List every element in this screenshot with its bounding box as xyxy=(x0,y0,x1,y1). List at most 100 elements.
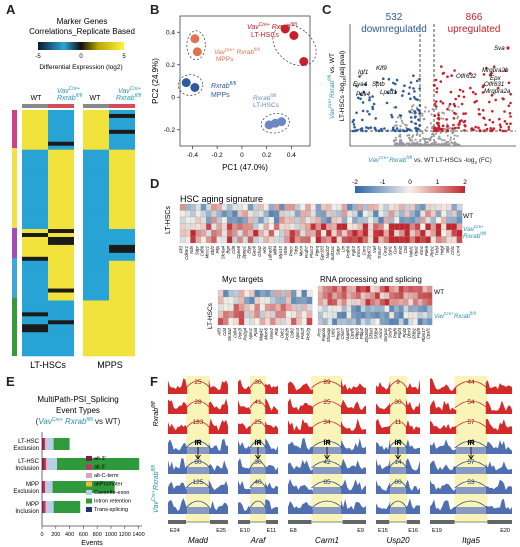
coverage-track xyxy=(376,402,391,414)
volcano-point xyxy=(419,117,422,120)
cluster-ellipse xyxy=(272,24,317,67)
junction-count: 25 xyxy=(323,399,331,406)
coverage-track xyxy=(168,482,188,494)
intron-retention-coverage xyxy=(390,467,406,474)
heatmap-cell xyxy=(185,216,191,224)
stacked-bar-segment xyxy=(53,501,81,513)
heatmap-cell xyxy=(280,296,287,305)
heatmap-cell xyxy=(404,229,411,237)
coverage-track xyxy=(208,418,228,434)
exon-box xyxy=(210,520,228,524)
gene-label: Cd86 xyxy=(200,245,205,256)
heatmap-cell xyxy=(341,203,348,211)
heatmap-cell xyxy=(367,216,374,224)
heatmap-cell xyxy=(389,285,395,293)
heatmap-cell xyxy=(362,229,369,237)
heatmap-cell xyxy=(190,210,196,218)
heatmap-cell xyxy=(22,121,48,127)
volcano-point xyxy=(438,143,441,146)
volcano-point-up xyxy=(446,107,449,111)
heatmap-cell xyxy=(389,298,395,306)
heatmap-cell xyxy=(360,311,366,319)
heatmap-cell xyxy=(300,203,306,211)
heatmap-cell xyxy=(206,203,212,211)
panel-d-rna-row-ko: VavCre+Rxrabfl/fl xyxy=(434,311,476,320)
volcano-point-down xyxy=(402,89,405,93)
coverage-track xyxy=(430,420,457,434)
volcano-point-up xyxy=(503,120,507,123)
volcano-point xyxy=(447,140,450,144)
heatmap-cell xyxy=(336,285,343,293)
volcano-point xyxy=(406,134,409,137)
heatmap-cell xyxy=(109,125,135,131)
heatmap-cell xyxy=(451,223,458,231)
junction-count: 125 xyxy=(193,479,204,486)
volcano-point-up xyxy=(441,101,445,105)
volcano-point-down xyxy=(368,112,371,116)
volcano-point-down xyxy=(394,106,398,109)
heatmap-cell xyxy=(22,304,48,309)
gene-name: Madd xyxy=(188,536,209,545)
heatmap-cell xyxy=(422,292,428,300)
heatmap-cell xyxy=(48,252,74,258)
volcano-point-down xyxy=(368,98,371,102)
heatmap-cell xyxy=(373,236,379,244)
volcano-point-down xyxy=(418,111,422,115)
heatmap-cell xyxy=(296,296,302,305)
panel-e-xlabel: Events xyxy=(81,540,103,547)
heatmap-cell xyxy=(408,318,414,326)
volcano-point-up xyxy=(477,126,480,129)
heatmap-cell xyxy=(300,229,306,237)
heatmap-cell xyxy=(263,203,270,211)
heatmap-cell xyxy=(249,317,255,326)
heatmap-cell xyxy=(109,260,135,266)
heatmap-cell xyxy=(441,210,447,218)
heatmap-cell xyxy=(83,240,109,246)
volcano-point xyxy=(415,143,418,147)
heatmap-cell xyxy=(83,352,109,357)
volcano-point-down xyxy=(417,118,420,122)
volcano-point-up xyxy=(464,112,467,115)
panel-d-title-rna: RNA processing and splicing xyxy=(320,275,422,284)
heatmap-cell xyxy=(370,285,376,293)
coverage-track xyxy=(288,418,313,434)
ir-arrow xyxy=(255,447,261,460)
heatmap-cell xyxy=(22,312,48,317)
junction-count: 9 xyxy=(396,379,400,386)
volcano-point xyxy=(453,137,456,141)
heatmap-cell xyxy=(305,203,311,211)
heatmap-cell xyxy=(83,197,109,202)
heatmap-cell xyxy=(109,141,135,147)
heatmap-cell xyxy=(185,210,191,218)
heatmap-cell xyxy=(403,305,409,313)
volcano-point-up xyxy=(478,113,481,116)
heatmap-cell xyxy=(195,236,202,244)
heatmap-cell xyxy=(331,210,337,218)
category-label: Inclusion xyxy=(15,509,39,515)
gene-label: Cd9 xyxy=(231,245,236,253)
coverage-track xyxy=(168,498,188,514)
gene-label: Igf1 xyxy=(358,69,368,76)
heatmap-cell xyxy=(232,203,238,211)
junction-count: 65 xyxy=(323,479,331,486)
heatmap-cell xyxy=(83,320,109,325)
gene-label: Sf3b1 xyxy=(411,327,416,339)
heatmap-cell xyxy=(425,216,431,224)
volcano-point-up xyxy=(453,126,457,130)
heatmap-cell xyxy=(22,324,48,329)
heatmap-cell xyxy=(109,229,135,234)
panel-b-label-orange: VavCre+ Rxrabfl/fl MPPs xyxy=(214,47,260,63)
junction-arc xyxy=(311,420,343,429)
heatmap-cell xyxy=(398,305,404,313)
heatmap-cell xyxy=(451,203,458,211)
volcano-point-up xyxy=(477,108,481,111)
heatmap-cell xyxy=(306,289,313,298)
heatmap-cell xyxy=(48,181,74,186)
heatmap-cell xyxy=(200,210,207,218)
heatmap-cell xyxy=(315,229,322,237)
heatmap-cell xyxy=(435,229,442,237)
gene-label: Emcn xyxy=(356,245,361,257)
heatmap-cell xyxy=(83,260,109,266)
heatmap-cell xyxy=(217,289,224,298)
panel-b-frame xyxy=(179,15,311,147)
